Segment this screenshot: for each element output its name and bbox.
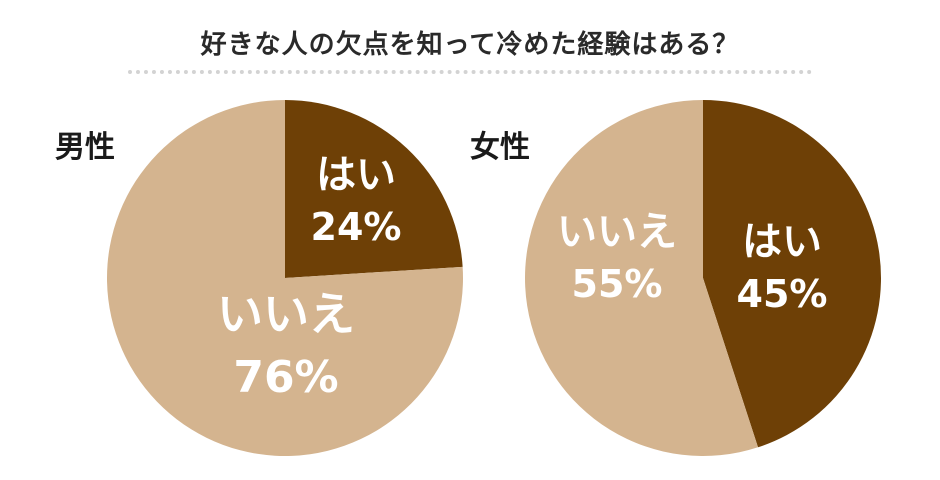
female-no-value: 55% bbox=[572, 262, 663, 306]
male-slice-no bbox=[106, 100, 464, 456]
female-no-label: いいえ bbox=[557, 209, 677, 255]
female-yes-label: はい bbox=[742, 219, 822, 265]
female-slice-yes bbox=[703, 100, 881, 448]
male-yes-label: はい bbox=[316, 152, 396, 198]
female-slice-no bbox=[525, 100, 759, 456]
male-slice-yes bbox=[285, 100, 463, 278]
title-divider bbox=[128, 70, 812, 74]
male-no-label: いいえ bbox=[217, 287, 355, 341]
female-yes-value: 45% bbox=[737, 272, 828, 316]
chart-title: 好きな人の欠点を知って冷めた経験はある？ bbox=[200, 30, 740, 60]
male-group-label: 男性 bbox=[55, 130, 115, 165]
female-group-label: 女性 bbox=[470, 130, 530, 165]
male-no-value: 76% bbox=[233, 352, 338, 403]
male-yes-value: 24% bbox=[311, 205, 402, 249]
